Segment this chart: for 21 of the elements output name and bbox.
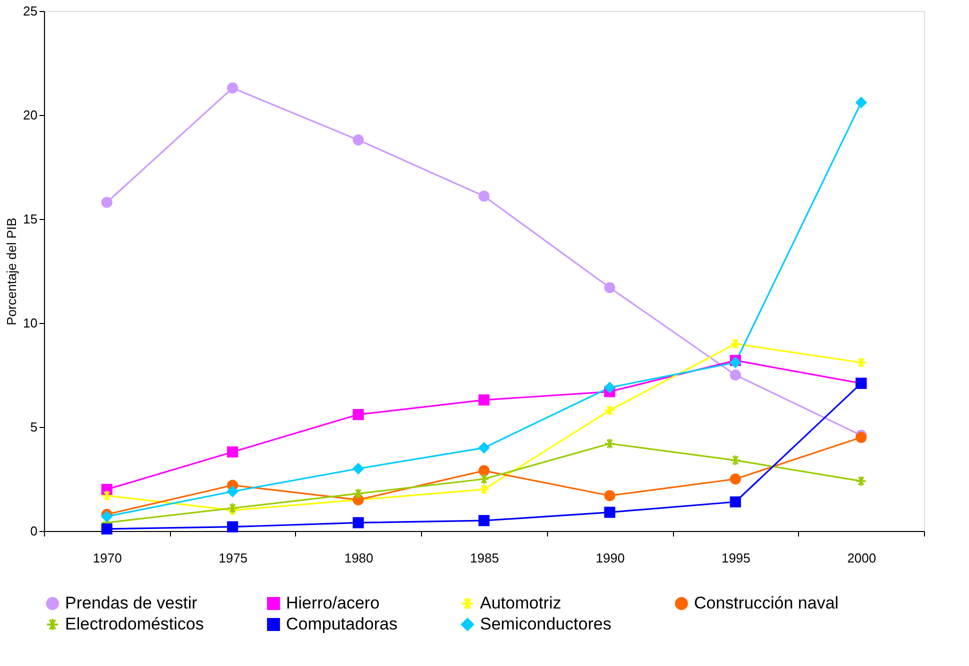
y-tick-label: 5 — [30, 420, 38, 434]
legend-label: Electrodomésticos — [65, 614, 204, 634]
x-tick-label: 1995 — [721, 550, 750, 566]
x-tick-label: 1990 — [596, 550, 625, 566]
x-tick-label: 1980 — [344, 550, 374, 566]
legend-label: Computadoras — [286, 614, 398, 634]
legend-label: Semiconductores — [480, 614, 612, 634]
y-tick-label: 15 — [23, 212, 38, 226]
x-tick-label: 1970 — [92, 550, 122, 566]
y-axis-title: Porcentaje del PIB — [4, 218, 20, 326]
legend-label: Hierro/acero — [286, 594, 380, 613]
x-tick-label: 1985 — [470, 550, 499, 566]
y-tick-label: 20 — [23, 108, 38, 122]
x-tick-label: 1975 — [218, 550, 248, 566]
legend-label: Prendas de vestir — [65, 594, 198, 613]
legend-label: Automotriz — [480, 594, 562, 613]
legend-label: Construcción naval — [694, 594, 839, 613]
y-tick-label: 25 — [23, 4, 38, 18]
y-tick-label: 0 — [30, 524, 38, 538]
x-tick-label: 2000 — [847, 550, 876, 566]
y-tick-label: 10 — [23, 316, 38, 330]
